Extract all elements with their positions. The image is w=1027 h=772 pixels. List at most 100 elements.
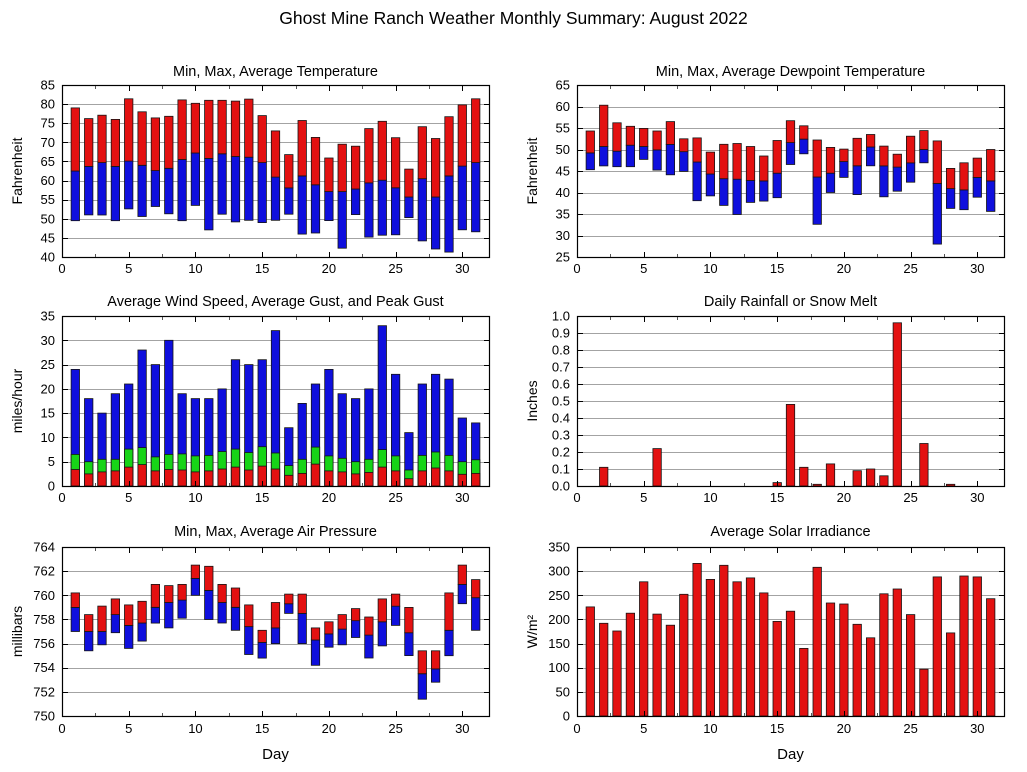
solar-bar-day21 (852, 623, 862, 717)
solar-bar-day23 (879, 593, 889, 717)
dewpoint-bar-day17 (799, 138, 809, 155)
dewpoint-bar-day27 (932, 183, 942, 245)
x-tick-label: 25 (903, 490, 917, 505)
rainfall-bar-day23 (879, 475, 889, 487)
solar-bar-day7 (665, 624, 675, 717)
pressure-bar-day17 (284, 603, 294, 614)
dewpoint-bar-day7 (665, 121, 675, 145)
x-tick-label: 25 (903, 721, 917, 736)
pressure-bar-day13 (230, 587, 241, 608)
temperature-bar-day7 (150, 170, 160, 207)
y-tick-label: 0.8 (552, 343, 570, 358)
y-tick-label: 0.3 (552, 428, 570, 443)
wind-bar-day12 (217, 468, 227, 487)
y-tick-label: 45 (41, 230, 55, 245)
solar-bar-day10 (705, 579, 715, 717)
wind-bar-day24 (377, 466, 387, 487)
temperature-bar-day23 (364, 182, 374, 238)
chart-title: Average Solar Irradiance (710, 524, 870, 540)
wind-bar-day21 (337, 471, 347, 487)
x-tick-label: 0 (58, 490, 65, 505)
dewpoint-bar-day8 (679, 151, 689, 172)
axis-ticks (577, 316, 1004, 487)
dewpoint-bar-day24 (892, 166, 902, 192)
pressure-chart-svg: 750 752 754 756 758 760 762 764 0 5 10 15 20 25 30 Min,… (9, 524, 491, 763)
pressure-bar-day4 (110, 598, 120, 616)
y-tick-label: 760 (33, 588, 55, 603)
dewpoint-bar-day1 (585, 152, 595, 171)
x-tick-label: 30 (970, 721, 984, 736)
temperature-bar-day21 (337, 143, 347, 192)
wind-bar-day14 (244, 469, 254, 487)
wind-bar-day17 (284, 474, 294, 487)
y-tick-label: 0.2 (552, 445, 570, 460)
dewpoint-bar-day13 (745, 146, 756, 181)
y-tick-label: 0.6 (552, 377, 570, 392)
pressure-bar-day21 (337, 614, 347, 630)
x-tick-label: 20 (837, 490, 851, 505)
pressure-bar-day8 (164, 585, 174, 603)
y-tick-label: 55 (41, 192, 55, 207)
rainfall-bar-day24 (892, 322, 902, 487)
dewpoint-bar-day23 (879, 165, 889, 198)
wind-chart-svg: 0 5 10 15 20 25 30 35 0 5 10 15 20 25 30 Average Wind S… (9, 294, 491, 505)
x-tick-label: 20 (322, 261, 336, 276)
y-tick-label: 0.1 (552, 462, 570, 477)
temperature-bar-day30 (457, 165, 467, 231)
pressure-bar-day26 (404, 632, 414, 656)
temperature-bar-day10 (190, 152, 200, 206)
pressure-bar-day8 (164, 602, 174, 629)
dewpoint-bar-day3 (612, 150, 622, 168)
temperature-bar-day17 (284, 187, 294, 215)
wind-bar-day8 (164, 469, 174, 487)
axis-ticks (577, 547, 1004, 717)
wind-bars (70, 325, 481, 487)
y-axis-label: Inches (524, 380, 540, 421)
y-tick-label: 100 (548, 660, 570, 675)
solar-bar-day12 (732, 581, 742, 717)
solar-bar-day1 (585, 606, 595, 717)
temperature-bar-day9 (177, 99, 187, 160)
pressure-bar-day21 (337, 628, 347, 646)
y-tick-label: 150 (548, 636, 570, 651)
dewpoint-bar-day13 (745, 180, 756, 203)
pressure-bar-day14 (244, 626, 254, 655)
rainfall-bar-day17 (799, 466, 809, 487)
y-tick-label: 300 (548, 564, 570, 579)
dewpoint-bar-day28 (945, 168, 956, 190)
pressure-bar-day24 (377, 621, 387, 647)
dewpoint-bar-day18 (812, 139, 822, 178)
dewpoint-bar-day15 (772, 140, 782, 174)
dewpoint-bar-day19 (825, 172, 836, 193)
x-tick-label: 10 (703, 261, 717, 276)
x-tick-label: 10 (188, 721, 202, 736)
pressure-bar-day10 (190, 564, 200, 579)
pressure-bar-day30 (457, 564, 467, 585)
x-tick-label: 25 (388, 490, 402, 505)
rainfall-bar-day26 (919, 443, 929, 487)
pressure-bar-day19 (310, 627, 321, 641)
rainfall-bar-day19 (825, 463, 836, 487)
dewpoint-bar-day9 (692, 137, 702, 163)
y-tick-label: 350 (548, 540, 570, 555)
temperature-bar-day25 (390, 187, 401, 236)
y-tick-label: 10 (41, 430, 55, 445)
wind-bar-day28 (430, 467, 441, 487)
temperature-bar-day3 (97, 162, 107, 216)
dewpoint-bar-day10 (705, 173, 715, 197)
y-tick-label: 752 (33, 684, 55, 699)
temperature-chart-svg: 40 45 50 55 60 65 70 75 80 85 0 5 10 15 20 25 30 Min, Max… (9, 64, 491, 276)
solar-bar-day4 (625, 612, 635, 717)
y-tick-label: 35 (556, 207, 570, 222)
solar-bar-day29 (959, 575, 969, 717)
pressure-bar-day6 (137, 622, 147, 642)
wind-bar-day9 (177, 469, 187, 487)
axis-ticks (62, 547, 489, 717)
dewpoint-bar-day22 (865, 134, 876, 148)
temperature-bar-day12 (217, 99, 227, 155)
dewpoint-bar-day16 (785, 120, 796, 143)
y-tick-label: 50 (41, 211, 55, 226)
temperature-bar-day2 (84, 166, 94, 216)
y-tick-label: 762 (33, 564, 55, 579)
y-tick-label: 0 (48, 479, 55, 494)
